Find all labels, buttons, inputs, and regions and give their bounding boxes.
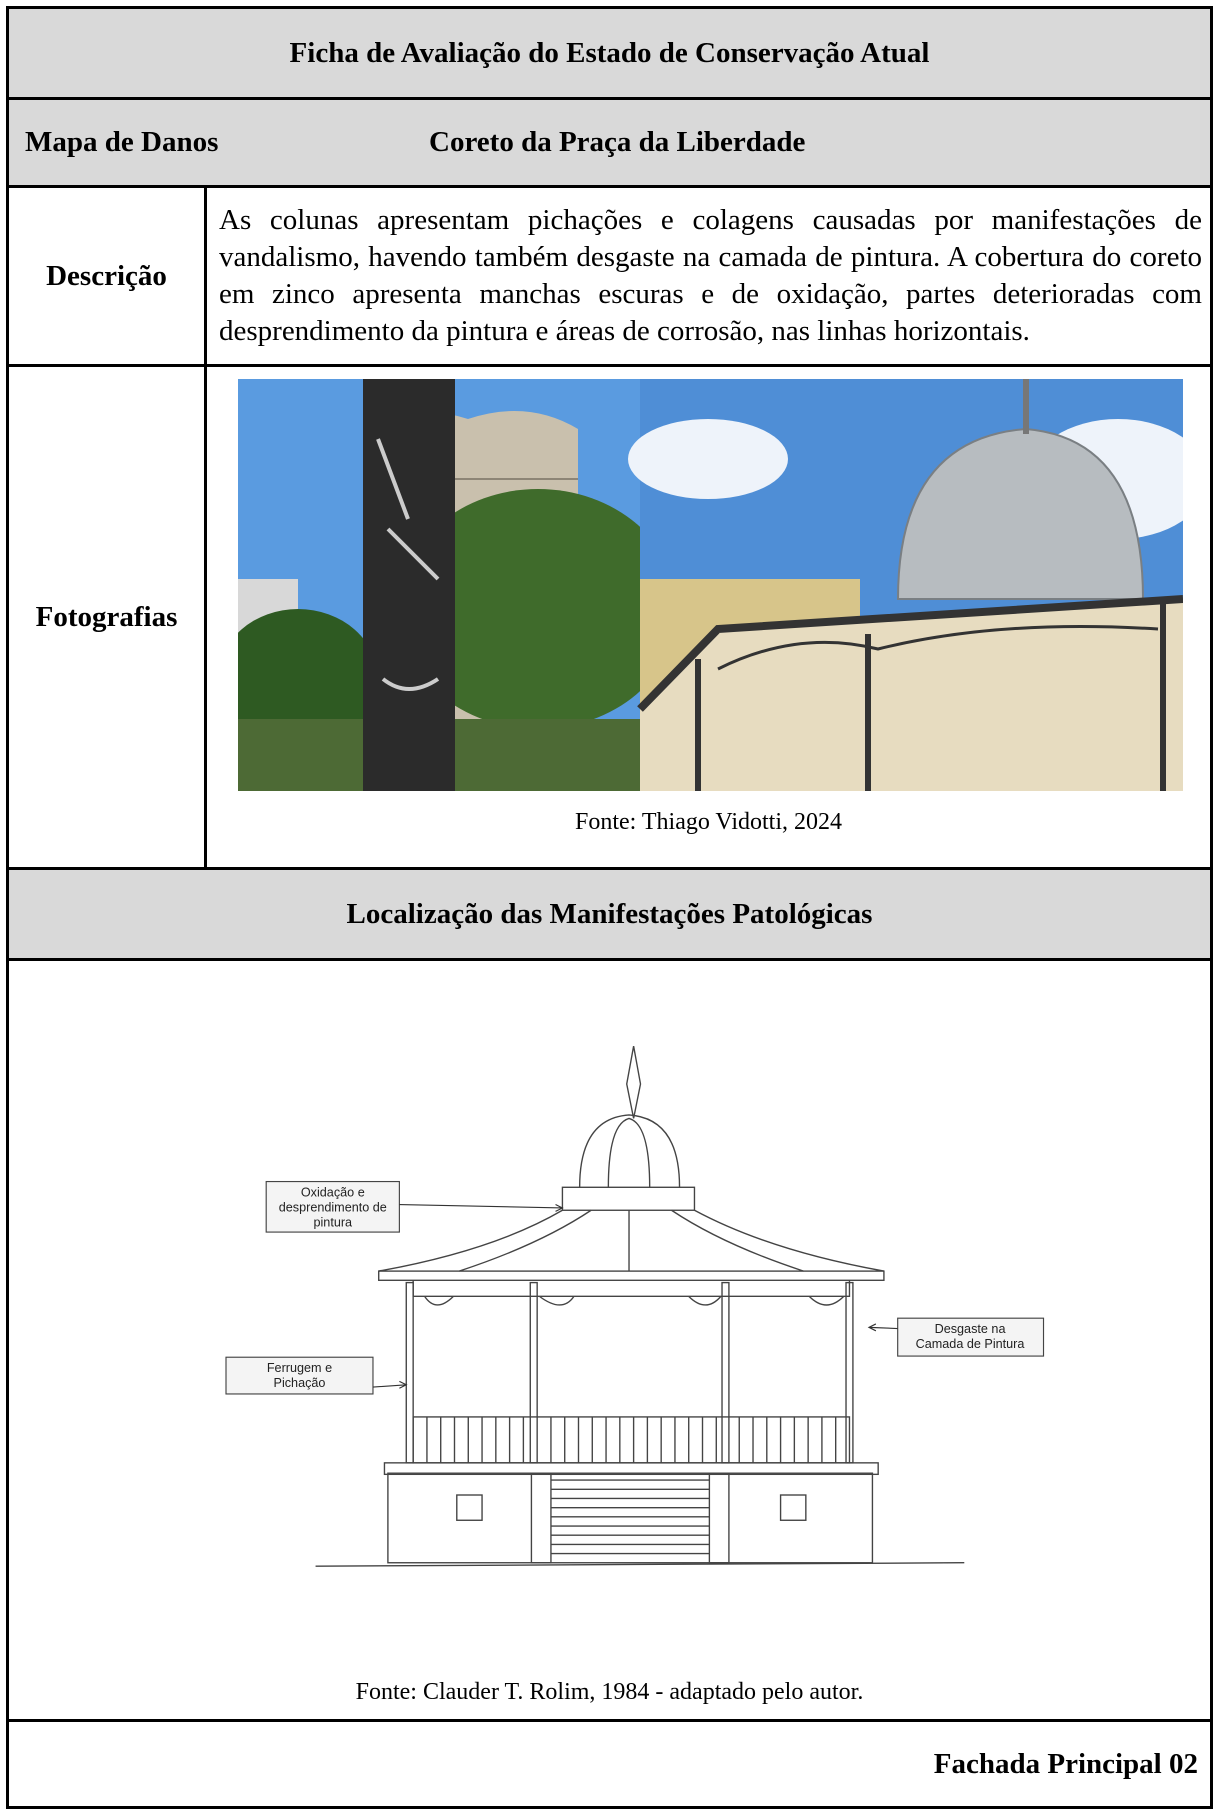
callout-text: Pichação xyxy=(274,1376,326,1390)
elevation-drawing: Oxidação e desprendimento de pintura Fer… xyxy=(225,1045,1045,1567)
callout-box xyxy=(897,1317,1045,1357)
photos-cell: Fonte: Thiago Vidotti, 2024 xyxy=(204,364,1213,870)
callout-box xyxy=(265,1180,400,1233)
location-source: Fonte: Clauder T. Rolim, 1984 - adaptado… xyxy=(355,1679,864,1705)
callout-text: Camada de Pintura xyxy=(916,1337,1026,1351)
callout-text: pintura xyxy=(313,1215,353,1229)
callout-text: Ferrugem e xyxy=(267,1361,332,1375)
callouts: Oxidação e desprendimento de pintura Fer… xyxy=(225,1180,1045,1395)
photo-roof-edge xyxy=(637,595,1183,712)
photo-cloud xyxy=(628,419,788,499)
callout-arrow xyxy=(867,1323,898,1332)
photos xyxy=(238,379,1183,791)
photo-ornament xyxy=(717,625,1159,671)
callout-text: Oxidação e xyxy=(301,1185,365,1199)
photos-source: Fonte: Thiago Vidotti, 2024 xyxy=(574,809,842,835)
map-label: Mapa de Danos xyxy=(25,126,219,158)
subject: Coreto da Praça da Liberdade xyxy=(429,126,806,158)
callout-text: Desgaste na xyxy=(935,1322,1007,1336)
description-text: As colunas apresentam pichações e colage… xyxy=(204,185,1213,367)
callout-box xyxy=(225,1356,374,1395)
location-title: Localização das Manifestações Patológica… xyxy=(6,867,1213,961)
location-cell: Oxidação e desprendimento de pintura Fer… xyxy=(6,958,1213,1722)
photo-column xyxy=(363,379,455,791)
subheader-row: Mapa de Danos Coreto da Praça da Liberda… xyxy=(6,97,1213,188)
title: Ficha de Avaliação do Estado de Conserva… xyxy=(6,6,1213,100)
footer-title: Fachada Principal 02 xyxy=(6,1719,1213,1809)
callout-arrow xyxy=(372,1380,408,1389)
description-label: Descrição xyxy=(6,185,207,367)
photos-label: Fotografias xyxy=(6,364,207,870)
photo-tree xyxy=(398,489,678,729)
photo-graffiti xyxy=(376,438,440,691)
photo-columns xyxy=(695,604,1166,791)
gazebo xyxy=(315,1045,965,1567)
photo-tree xyxy=(238,609,378,749)
callout-text: desprendimento de xyxy=(279,1200,387,1214)
callout-arrow xyxy=(399,1203,564,1212)
